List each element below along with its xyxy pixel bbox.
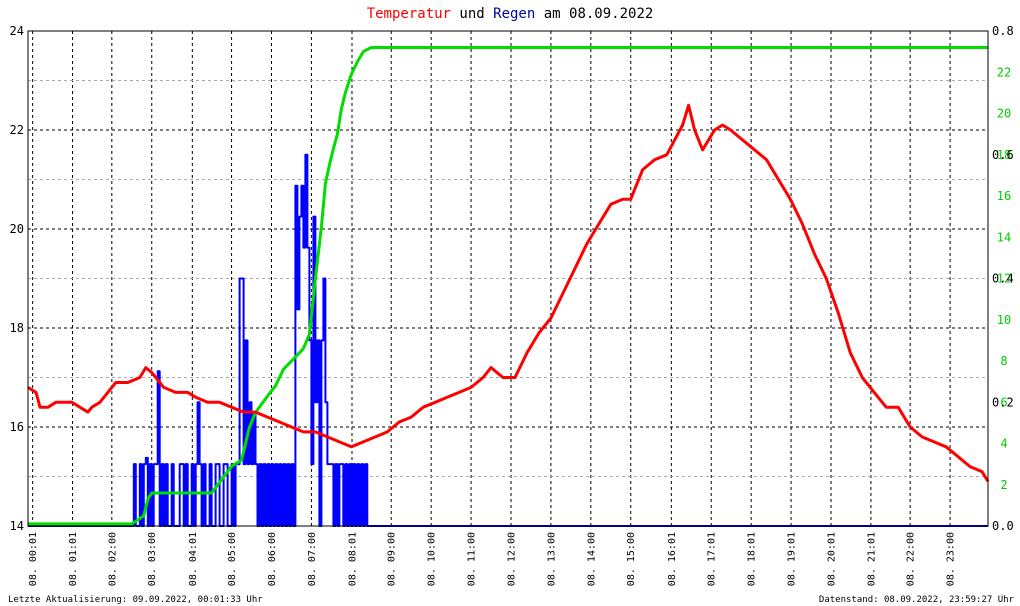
x-tick-label: 08. 09:00 — [387, 532, 398, 586]
y-right-inner-tick-label: 18 — [997, 148, 1011, 162]
y-left-tick-label: 22 — [10, 123, 24, 137]
y-left-tick-label: 14 — [10, 519, 24, 533]
y-right-outer-tick-label: 0.4 — [992, 272, 1014, 286]
plot-frame — [27, 30, 989, 527]
x-tick-label: 08. 05:00 — [227, 532, 238, 586]
y-right-inner-tick-label: 6 — [1000, 395, 1007, 409]
series-layer — [27, 46, 990, 527]
y-right-inner-tick-label: 22 — [997, 65, 1011, 79]
y-right-inner-tick-label: 20 — [997, 107, 1011, 121]
x-tick-label: 08. 06:00 — [267, 532, 278, 586]
y-left-tick-label: 16 — [10, 420, 24, 434]
x-tick-label: 08. 18:01 — [747, 532, 758, 586]
y-right-inner-tick-label: 16 — [997, 189, 1011, 203]
y-right-outer-tick-label: 0.8 — [992, 24, 1014, 38]
y-right-inner-tick-label: 4 — [1000, 437, 1007, 451]
y-right-inner-tick-label: 8 — [1000, 354, 1007, 368]
x-tick-label: 08. 20:01 — [826, 532, 837, 586]
y-right-inner-tick-label: 10 — [997, 313, 1011, 327]
x-tick-label: 08. 19:01 — [787, 532, 798, 586]
series-line-regen — [28, 153, 988, 527]
y-right-outer-tick-label: 0.6 — [992, 148, 1014, 162]
x-tick-label: 08. 01:01 — [68, 532, 79, 586]
x-tick-label: 08. 08:01 — [347, 532, 358, 586]
chart-title: Temperatur und Regen am 08.09.2022 — [367, 6, 654, 22]
x-tick-label: 08. 17:01 — [707, 532, 718, 586]
title-and: und — [451, 6, 493, 22]
x-tick-label: 08. 00:01 — [28, 532, 39, 586]
x-tick-label: 08. 03:00 — [147, 532, 158, 586]
x-tick-label: 08. 13:00 — [546, 532, 557, 586]
footer-data-status: Datenstand: 08.09.2022, 23:59:27 Uhr — [819, 595, 1015, 605]
footer-last-update: Letzte Aktualisierung: 09.09.2022, 00:01… — [8, 595, 263, 605]
x-tick-label: 08. 04:01 — [188, 532, 199, 586]
y-left-tick-label: 20 — [10, 222, 24, 236]
x-tick-label: 08. 07:00 — [307, 532, 318, 586]
y-right-outer-tick-label: 0.0 — [992, 519, 1014, 533]
y-left-tick-label: 18 — [10, 321, 24, 335]
axis-labels: 08. 00:01 08. 01:01 08. 02:00 08. 03:00 08. … — [10, 24, 1014, 586]
y-right-inner-tick-label: 2 — [1000, 478, 1007, 492]
x-tick-label: 08. 11:00 — [467, 532, 478, 586]
x-tick-label: 08. 12:00 — [506, 532, 517, 586]
grid — [28, 31, 988, 526]
y-right-inner-tick-label: 12 — [997, 272, 1011, 286]
series-line-regen-kumuliert — [28, 46, 988, 526]
x-tick-label: 08. 21:01 — [866, 532, 877, 586]
x-tick-label: 08. 14:00 — [586, 532, 597, 586]
y-right-outer-tick-label: 0.2 — [992, 395, 1014, 409]
x-tick-label: 08. 16:01 — [667, 532, 678, 586]
title-rain: Regen — [493, 6, 535, 22]
x-tick-label: 08. 10:00 — [427, 532, 438, 586]
y-right-inner-tick-label: 14 — [997, 230, 1011, 244]
x-tick-label: 08. 15:00 — [626, 532, 637, 586]
x-tick-label: 08. 23:00 — [946, 532, 957, 586]
title-date: am 08.09.2022 — [535, 6, 653, 22]
series-line-temperatur — [27, 103, 990, 483]
x-tick-label: 08. 22:00 — [906, 532, 917, 586]
x-tick-label: 08. 02:00 — [107, 532, 118, 586]
y-left-tick-label: 24 — [10, 24, 24, 38]
title-temperature: Temperatur — [367, 6, 451, 22]
